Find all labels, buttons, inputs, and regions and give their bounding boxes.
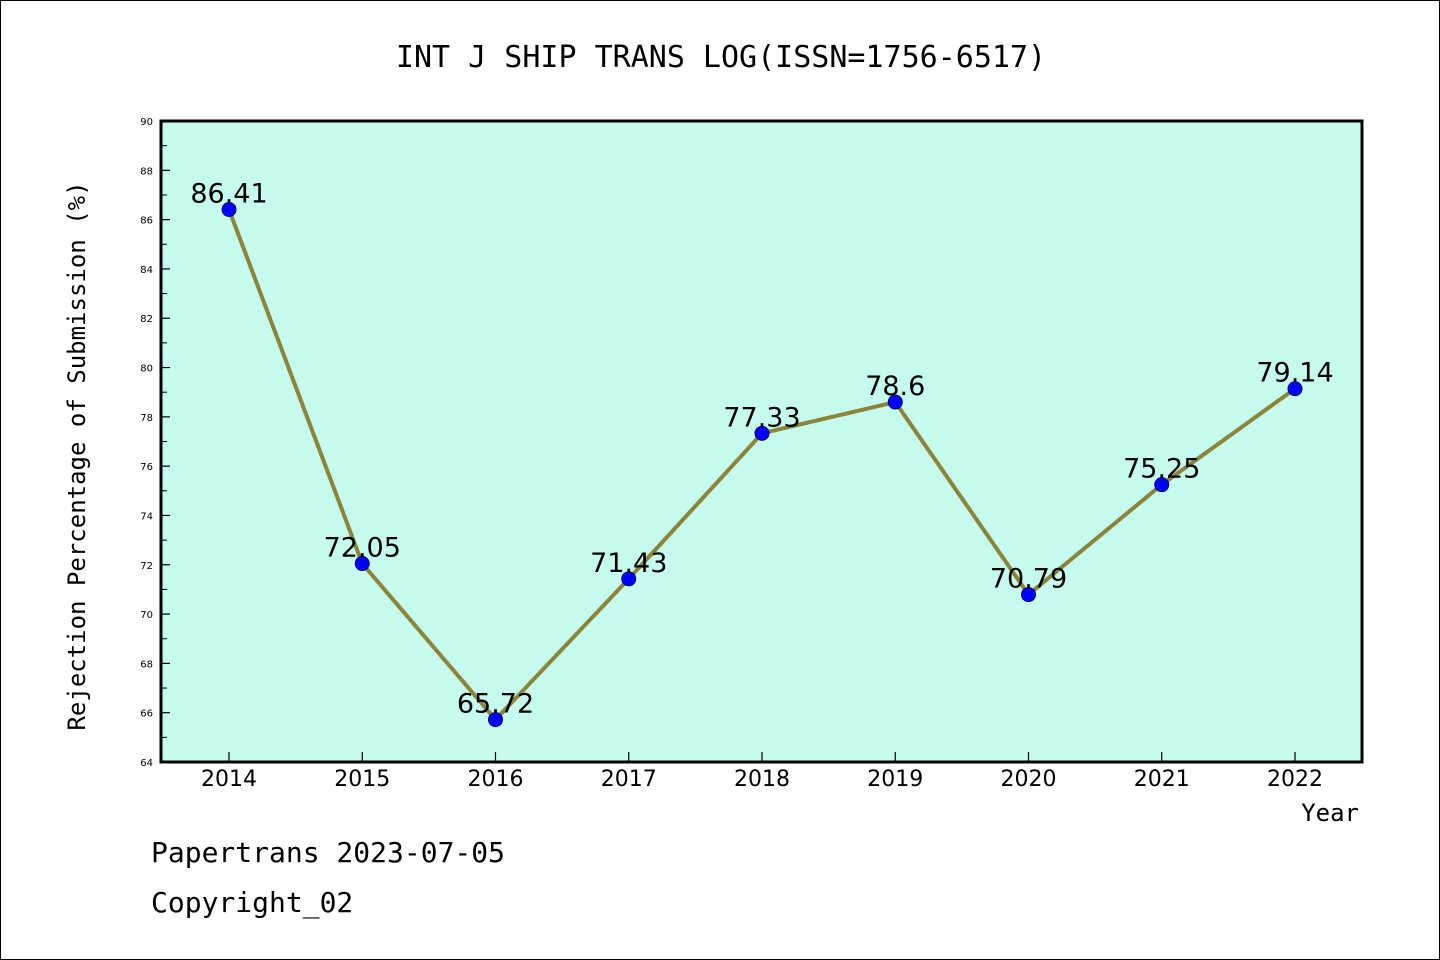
data-markers	[221, 202, 1303, 728]
y-tick-label: 70	[140, 610, 153, 621]
y-tick-label: 74	[140, 511, 153, 522]
data-label: 77.33	[723, 402, 800, 433]
x-tick-label: 2017	[601, 767, 657, 792]
x-tick-label: 2015	[334, 767, 390, 792]
data-label: 79.14	[1256, 358, 1333, 389]
data-point	[354, 556, 370, 572]
y-tick-label: 76	[140, 462, 153, 473]
x-tick-label: 2021	[1134, 767, 1190, 792]
data-point	[488, 712, 503, 728]
data-label: 70.79	[990, 564, 1067, 595]
data-label: 78.6	[865, 371, 925, 402]
data-point	[1154, 477, 1170, 493]
data-point	[1287, 381, 1303, 397]
data-labels: 86.41 72.05 65.72 71.43 77.33 78.6 70.79 75.25 7…	[190, 179, 1333, 720]
data-label: 72.05	[324, 533, 401, 564]
y-tick-label: 78	[140, 413, 153, 424]
data-point	[621, 571, 637, 587]
data-label: 71.43	[590, 548, 667, 579]
x-axis: 2014 2015 2016 2017 2018 2019 2020 2021 2022	[201, 752, 1323, 792]
x-tick-label: 2016	[468, 767, 524, 792]
data-point	[221, 202, 237, 218]
y-tick-label: 72	[140, 561, 153, 572]
x-tick-label: 2019	[867, 767, 923, 792]
x-tick-label: 2022	[1267, 767, 1323, 792]
data-point	[887, 394, 903, 410]
data-label: 75.25	[1123, 454, 1200, 485]
data-point	[754, 425, 770, 441]
data-label: 86.41	[190, 179, 267, 210]
data-point	[1021, 587, 1036, 603]
x-tick-label: 2018	[734, 767, 790, 792]
y-tick-label: 88	[140, 166, 153, 177]
chart-title: INT J SHIP TRANS LOG(ISSN=1756-6517)	[396, 40, 1046, 75]
x-tick-label: 2014	[201, 767, 257, 792]
y-tick-label: 90	[140, 117, 153, 128]
y-tick-label: 86	[140, 216, 153, 227]
plot-frame	[159, 119, 1364, 764]
x-tick-label: 2020	[1001, 767, 1057, 792]
y-tick-label: 82	[140, 314, 153, 325]
data-label: 65.72	[457, 689, 534, 720]
plot-area	[161, 121, 1362, 762]
y-tick-label: 80	[140, 364, 153, 375]
footer-date: Papertrans 2023-07-05	[151, 836, 506, 869]
y-tick-label: 64	[140, 758, 153, 769]
y-tick-label: 68	[140, 659, 153, 670]
y-tick-label: 66	[140, 709, 153, 720]
y-tick-label: 84	[140, 265, 153, 276]
y-axis-label: Rejection Percentage of Submission (%)	[63, 181, 91, 730]
y-axis: 64 66 68 70 72 74 76 78 80 82 84 86 88 90	[140, 117, 170, 769]
x-axis-label: Year	[1301, 799, 1359, 827]
footer-copyright: Copyright_02	[151, 886, 354, 919]
